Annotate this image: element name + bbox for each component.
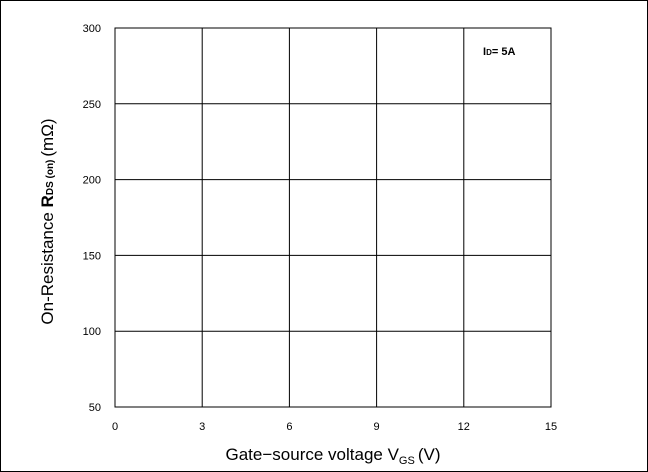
x-tick-label: 0 (112, 421, 118, 433)
x-axis-label-unit: (V) (418, 445, 441, 464)
y-axis-label-unit: (mΩ) (38, 118, 57, 156)
x-tick-label: 6 (286, 421, 292, 433)
y-axis-label-sub: DS (on) (45, 160, 56, 196)
y-tick-label: 200 (83, 175, 101, 187)
y-axis-label-symbol: R (38, 195, 57, 207)
y-tick-label: 150 (83, 250, 101, 262)
x-tick-label: 9 (374, 421, 380, 433)
plot-area (114, 27, 552, 408)
x-axis-label-main: Gate−source voltage V (226, 445, 400, 464)
x-tick-labels: 0 3 6 9 12 15 (112, 421, 557, 433)
annotation-sub: D (486, 48, 492, 57)
grid (114, 27, 552, 408)
y-axis-label-prefix: On-Resistance (38, 207, 57, 324)
x-axis-label: Gate−source voltage VGS (V) (226, 445, 441, 467)
y-tick-labels: 50 100 150 200 250 300 (83, 23, 101, 414)
y-tick-label: 250 (83, 99, 101, 111)
y-tick-label: 100 (83, 326, 101, 338)
x-tick-label: 3 (199, 421, 205, 433)
y-axis-label: On-Resistance RDS (on) (mΩ) (38, 118, 57, 324)
x-tick-label: 15 (545, 421, 557, 433)
x-tick-label: 12 (458, 421, 470, 433)
annotation-text: = 5A (492, 46, 516, 58)
annotation-symbol: I (483, 46, 486, 58)
y-tick-label: 300 (83, 23, 101, 35)
condition-annotation: ID= 5A (483, 46, 515, 58)
x-axis-label-sub: GS (399, 455, 415, 467)
y-tick-label: 50 (89, 402, 101, 414)
